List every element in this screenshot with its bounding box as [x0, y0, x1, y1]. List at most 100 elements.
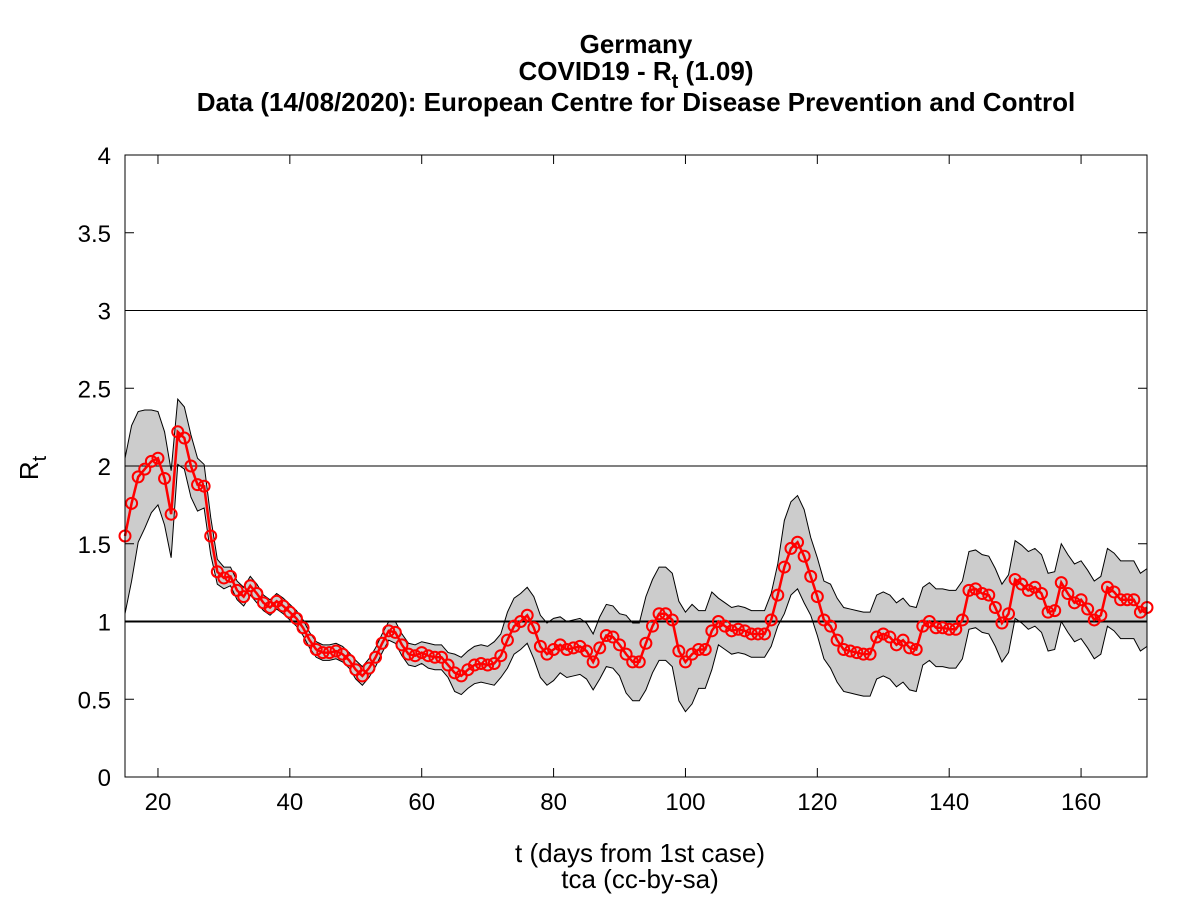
data-point: [705, 624, 719, 638]
data-point: [144, 454, 158, 468]
x-tick-label: 60: [408, 789, 435, 816]
data-point: [771, 588, 785, 602]
data-point: [962, 583, 976, 597]
data-point: [995, 616, 1009, 630]
data-point: [804, 569, 818, 583]
data-point: [645, 619, 659, 633]
data-point: [1054, 576, 1068, 590]
data-point: [467, 658, 481, 672]
data-point: [949, 622, 963, 636]
data-point: [1081, 602, 1095, 616]
data-point: [777, 560, 791, 574]
subtitle-text: COVID19 - R: [519, 56, 672, 86]
data-point: [184, 459, 198, 473]
data-point: [131, 470, 145, 484]
data-point: [1094, 608, 1108, 622]
confidence-band: [125, 399, 1147, 712]
data-point: [434, 650, 448, 664]
data-point: [402, 647, 416, 661]
data-point: [1061, 587, 1075, 601]
data-point: [764, 613, 778, 627]
data-point: [843, 644, 857, 658]
data-point: [850, 646, 864, 660]
data-point: [388, 625, 402, 639]
data-point: [322, 646, 336, 660]
y-tick-label: 4: [98, 143, 111, 170]
data-point: [316, 646, 330, 660]
x-tick-label: 160: [1061, 789, 1101, 816]
data-point: [988, 601, 1002, 615]
data-point: [527, 621, 541, 635]
data-point: [1120, 593, 1134, 607]
data-point: [929, 621, 943, 635]
data-point: [382, 624, 396, 638]
data-point: [936, 621, 950, 635]
x-tick-label: 100: [665, 789, 705, 816]
y-label-text: R: [14, 461, 44, 480]
data-point: [395, 638, 409, 652]
data-point: [421, 649, 435, 663]
data-point: [606, 630, 620, 644]
series-line: [123, 429, 1148, 678]
data-point: [560, 642, 574, 656]
data-point: [751, 627, 765, 641]
data-point: [355, 669, 369, 683]
data-point: [692, 642, 706, 656]
data-point: [1035, 587, 1049, 601]
y-axis-label: Rt: [14, 455, 51, 480]
x-tick-label: 20: [145, 789, 172, 816]
band-lower-edge: [124, 463, 1148, 713]
data-point: [698, 642, 712, 656]
data-point: [1067, 596, 1081, 610]
data-point: [744, 627, 758, 641]
data-point: [665, 613, 679, 627]
data-point: [652, 607, 666, 621]
data-point: [678, 655, 692, 669]
data-point: [955, 613, 969, 627]
data-point: [830, 633, 844, 647]
y-tick-label: 1.5: [78, 532, 111, 559]
data-point: [883, 630, 897, 644]
y-tick-label: 0: [98, 765, 111, 792]
data-point: [250, 587, 264, 601]
data-point: [375, 636, 389, 650]
data-point: [863, 647, 877, 661]
data-point: [342, 653, 356, 667]
data-point: [223, 569, 237, 583]
x-tick-label: 40: [276, 789, 303, 816]
data-point: [797, 549, 811, 563]
data-point: [1048, 604, 1062, 618]
data-point: [237, 590, 251, 604]
data-point: [448, 666, 462, 680]
data-point: [586, 655, 600, 669]
data-point: [197, 479, 211, 493]
chart-subtitle: COVID19 - Rt (1.09): [519, 56, 754, 93]
data-point: [500, 633, 514, 647]
data-point: [369, 650, 383, 664]
data-point: [619, 647, 633, 661]
data-point: [856, 647, 870, 661]
data-point: [566, 641, 580, 655]
x-tick-label: 120: [797, 789, 837, 816]
data-point: [672, 644, 686, 658]
data-point: [791, 535, 805, 549]
subtitle-subscript: t: [672, 71, 679, 93]
footer: tca (cc-by-sa): [561, 864, 718, 894]
data-point: [329, 644, 343, 658]
y-tick-label: 0.5: [78, 687, 111, 714]
y-tick-label: 1: [98, 610, 111, 637]
data-point: [837, 642, 851, 656]
data-point: [731, 622, 745, 636]
y-label-subscript: t: [29, 455, 51, 461]
data-point: [177, 431, 191, 445]
data-point: [151, 451, 165, 465]
data-point: [138, 462, 152, 476]
data-point: [494, 649, 508, 663]
data-point: [758, 627, 772, 641]
x-axis-label: t (days from 1st case): [515, 838, 765, 868]
data-point: [474, 656, 488, 670]
y-tick-label: 3.5: [78, 221, 111, 248]
data-point: [296, 621, 310, 635]
data-point: [303, 633, 317, 647]
